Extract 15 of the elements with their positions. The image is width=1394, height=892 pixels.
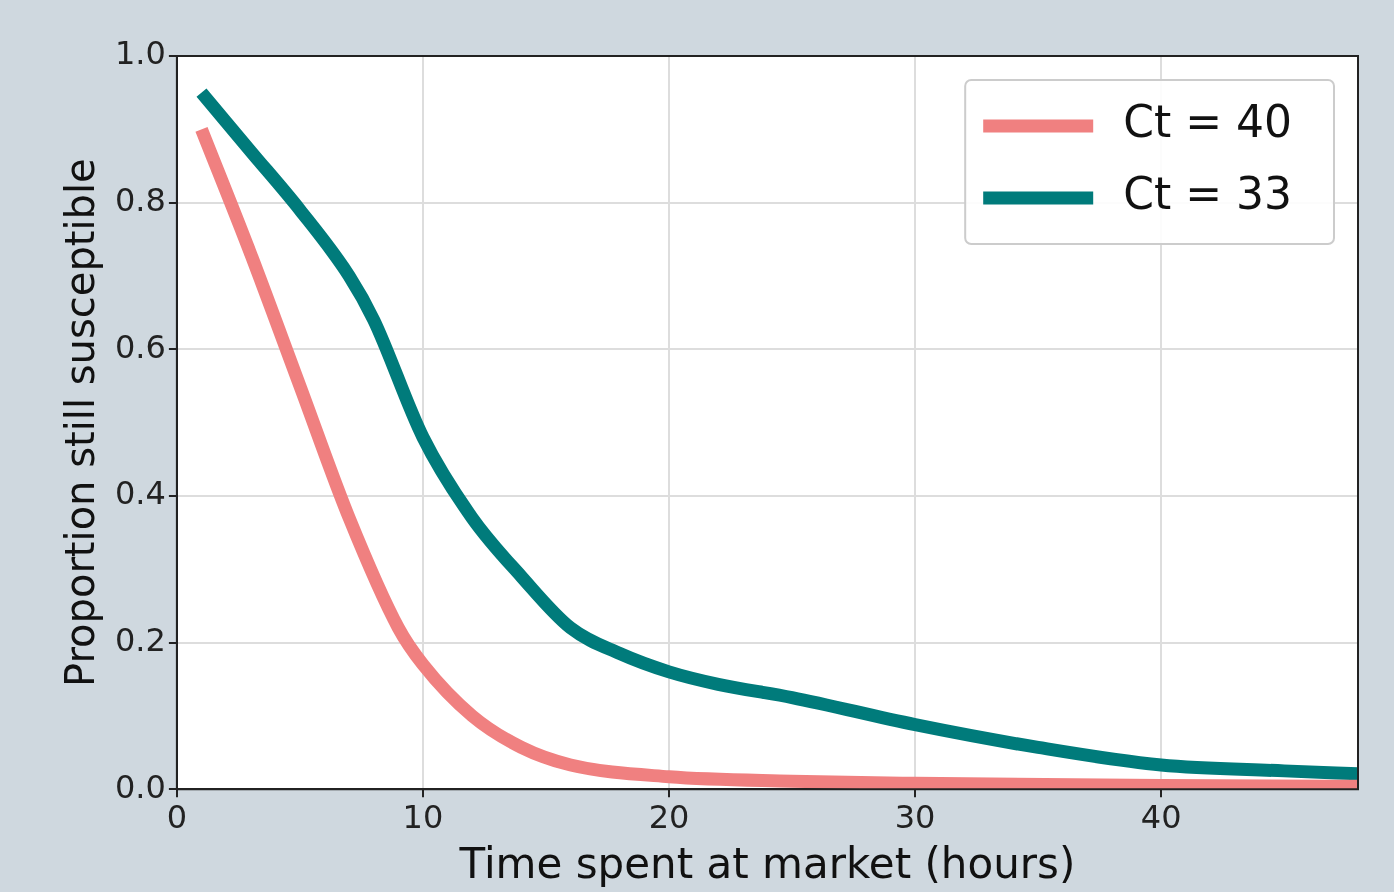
y-tick-label: 0.4 — [115, 474, 166, 513]
y-tick-label: 0.2 — [115, 620, 166, 659]
x-tick-label: 30 — [894, 797, 936, 836]
x-tick-label: 20 — [648, 797, 690, 836]
y-tick-label: 0.6 — [115, 327, 166, 366]
x-axis-title: Time spent at market (hours) — [458, 838, 1076, 888]
legend-label: Ct = 33 — [1123, 168, 1293, 220]
y-tick-label: 0.0 — [115, 767, 166, 806]
x-tick-label: 0 — [166, 797, 188, 836]
x-tick-label: 40 — [1140, 797, 1182, 836]
x-tick-label: 10 — [402, 797, 444, 836]
y-tick-label: 1.0 — [115, 34, 166, 73]
legend-label: Ct = 40 — [1123, 96, 1293, 148]
y-axis-title: Proportion still susceptible — [57, 158, 104, 687]
y-tick-label: 0.8 — [115, 180, 166, 219]
